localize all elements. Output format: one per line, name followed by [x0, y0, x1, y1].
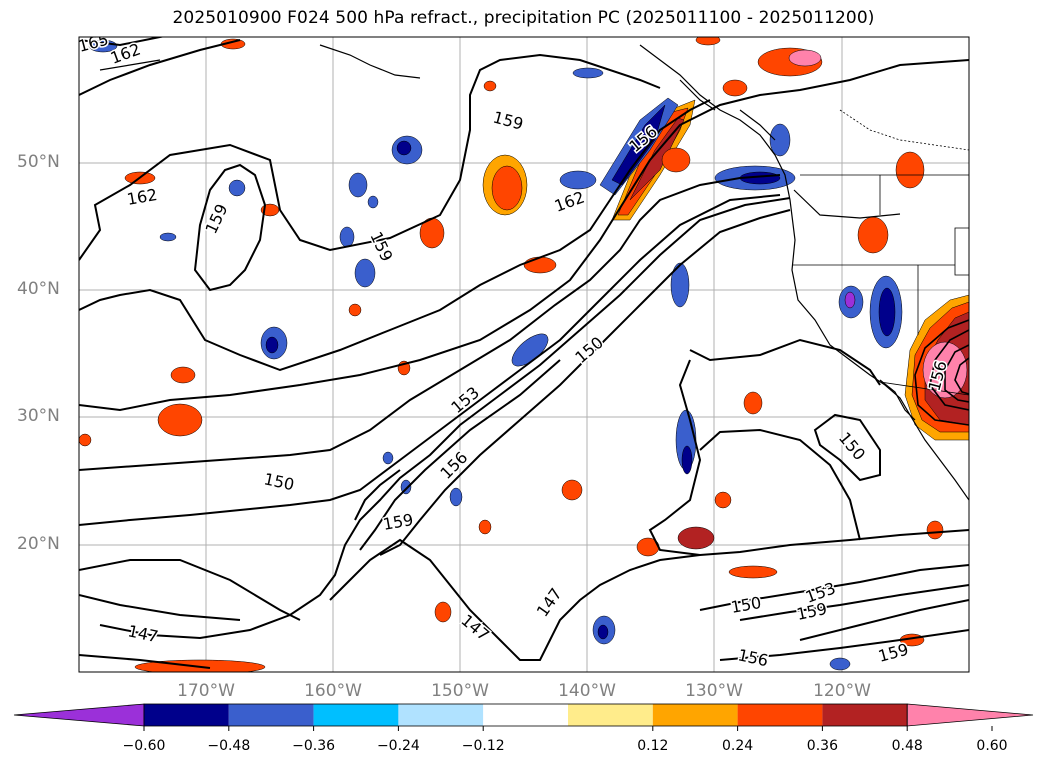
contour-label: 147	[457, 611, 493, 645]
precip-blob	[722, 79, 748, 97]
precip-blob	[743, 391, 763, 415]
contour-label: 162	[125, 185, 158, 209]
map-frame	[78, 36, 970, 673]
contour-label: 159	[795, 599, 829, 624]
precip-blob	[714, 491, 732, 509]
precip-blob	[396, 140, 412, 156]
precip-blob	[597, 624, 609, 640]
map-canvas: 165 162 162 159 159 159 156 162 156 150 …	[78, 36, 970, 673]
precip-blob	[677, 526, 715, 550]
precip-blob	[572, 67, 604, 79]
contour-label: 150	[835, 428, 869, 464]
precip-blob	[367, 195, 379, 209]
precip-blob	[434, 601, 452, 623]
lon-label-120w: 120°W	[813, 681, 871, 701]
colorbar-tick-label: 0.12	[637, 738, 669, 754]
lat-label-20n: 20°N	[17, 534, 60, 554]
precip-blob	[354, 258, 376, 288]
colorbar-segment	[568, 704, 653, 726]
contour-label: 150	[262, 469, 296, 494]
lat-label-30n: 30°N	[17, 406, 60, 426]
contour-label: 147	[126, 621, 160, 646]
precip-blob	[228, 179, 246, 197]
contour-label: 156	[736, 645, 770, 670]
precip-blob	[895, 151, 925, 189]
lat-label-40n: 40°N	[17, 279, 60, 299]
colorbar-segment	[228, 704, 314, 726]
map-title: 2025010900 F024 500 hPa refract., precip…	[172, 8, 875, 28]
precip-negative-areas	[88, 39, 903, 671]
precip-blob	[449, 487, 463, 507]
refractivity-contours	[79, 37, 969, 669]
precip-blob	[681, 445, 693, 475]
precip-blob	[926, 520, 944, 540]
colorbar-tick-label: −0.36	[292, 738, 336, 754]
precip-blob	[483, 80, 497, 92]
lat-label-50n: 50°N	[17, 152, 60, 172]
precip-blob	[769, 123, 791, 157]
precip-blob	[829, 657, 851, 671]
colorbar-segment	[398, 704, 484, 726]
precip-blob	[478, 519, 492, 535]
precip-blob	[339, 226, 355, 248]
lon-label-150w: 150°W	[431, 681, 489, 701]
contour-label-group: 165 162 162 159 159 159 156 162 156 150 …	[79, 37, 952, 672]
precip-blob	[265, 336, 279, 354]
precip-blob	[695, 37, 721, 46]
colorbar-tick-label: −0.12	[461, 738, 505, 754]
colorbar-tick-label: 0.36	[806, 738, 838, 754]
precip-blob	[559, 170, 597, 190]
contour-label: 162	[552, 187, 587, 215]
lon-label-170w: 170°W	[177, 681, 235, 701]
contour-label: 147	[533, 584, 566, 620]
colorbar-segment	[483, 704, 568, 726]
contour-label: 159	[381, 510, 414, 534]
precip-blob	[878, 287, 896, 337]
precip-blob	[382, 451, 394, 465]
precip-blob	[728, 565, 778, 579]
lon-label-140w: 140°W	[558, 681, 616, 701]
refractivity-contours-california	[914, 319, 969, 426]
precip-blob	[170, 366, 196, 384]
precip-blob	[79, 433, 92, 447]
colorbar-segment	[313, 704, 399, 726]
colorbar-segment	[652, 704, 738, 726]
precip-blob	[159, 232, 177, 242]
colorbar-tick-label: −0.60	[122, 738, 166, 754]
colorbar-segment	[822, 704, 908, 726]
precip-blob	[348, 172, 368, 198]
contour-label: 150	[729, 593, 762, 617]
colorbar-segment	[737, 704, 823, 726]
lon-label-130w: 130°W	[685, 681, 743, 701]
contour-label: 159	[876, 640, 910, 666]
precip-blob	[661, 147, 691, 173]
borders	[792, 109, 969, 396]
colorbar-tick-label: 0.48	[891, 738, 923, 754]
colorbar-tick-label: −0.24	[376, 738, 420, 754]
precip-blob	[157, 403, 203, 437]
colorbar-tick-label: 0.24	[722, 738, 754, 754]
colorbar-tick-label: 0.60	[976, 738, 1008, 754]
precip-blob	[844, 291, 856, 309]
lon-label-160w: 160°W	[304, 681, 362, 701]
contour-label: 159	[366, 229, 396, 265]
colorbar-extend-max	[906, 703, 1034, 727]
precip-blob	[561, 479, 583, 501]
precip-blob	[857, 216, 889, 254]
colorbar-tick-label: −0.48	[207, 738, 251, 754]
precip-blob	[670, 262, 690, 308]
contour-label: 156	[436, 448, 471, 483]
colorbar-segment	[144, 704, 229, 726]
contour-label: 150	[571, 333, 607, 367]
precip-blob	[348, 303, 362, 317]
precip-blob	[491, 165, 523, 211]
precip-blob	[788, 49, 822, 67]
colorbar-extend-min	[13, 703, 145, 727]
contour-label: 159	[491, 108, 525, 134]
precip-blob	[523, 256, 557, 274]
